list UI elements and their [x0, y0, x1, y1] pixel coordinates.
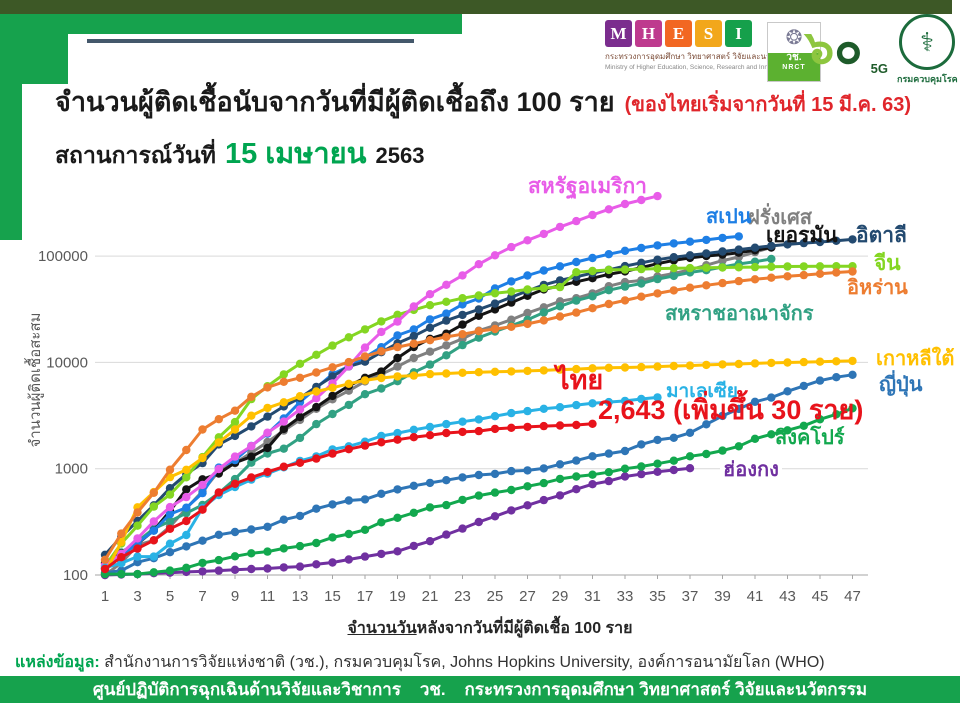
title-main: จำนวนผู้ติดเชื้อนับจากวันที่มีผู้ติดเชื้… — [55, 87, 615, 117]
green-side-strip — [0, 34, 22, 240]
svg-text:100: 100 — [63, 567, 88, 584]
mhesi-tile-e: E — [665, 20, 692, 47]
footer-banner: ศูนย์ปฏิบัติการฉุกเฉินด้านวิจัยและวิชากา… — [0, 676, 960, 703]
series-line-france — [104, 245, 772, 577]
svg-text:1: 1 — [101, 588, 109, 605]
caduceus-icon: ⚕ — [899, 14, 955, 70]
series-label-spain: สเปน — [706, 206, 752, 228]
series-label-malaysia: มาเลเซีย — [666, 381, 738, 402]
svg-text:35: 35 — [649, 588, 666, 605]
series-label-iran: อิหร่าน — [847, 277, 908, 299]
svg-text:5: 5 — [166, 588, 174, 605]
series-label-usa: สหรัฐอเมริกา — [528, 175, 647, 198]
series-line-spain — [104, 234, 739, 571]
status-prefix: สถานการณ์วันที่ — [55, 142, 216, 168]
series-line-south-korea — [103, 359, 853, 574]
series-label-france: ฝรั่งเศส — [748, 207, 812, 229]
series-label-italy: อิตาลี — [856, 224, 907, 247]
series-line-uk — [103, 257, 772, 570]
svg-text:37: 37 — [682, 588, 699, 605]
svg-text:41: 41 — [747, 588, 764, 605]
mhesi-tile-h: H — [635, 20, 662, 47]
svg-text:100000: 100000 — [38, 248, 88, 265]
nrct-logo: ❂ วช. NRCT — [767, 22, 821, 82]
sixty-anniversary-logo: ๖๐ 5G — [805, 18, 890, 80]
series-label-china: จีน — [874, 252, 901, 275]
status-date-green: 15 เมษายน — [224, 138, 367, 170]
series-line-thailand — [104, 422, 593, 571]
svg-text:1000: 1000 — [55, 461, 88, 478]
series-line-iran — [103, 270, 853, 561]
svg-text:21: 21 — [422, 588, 439, 605]
svg-text:31: 31 — [584, 588, 601, 605]
series-line-italy — [103, 237, 853, 556]
five-g-label: 5G — [870, 61, 888, 76]
svg-text:43: 43 — [779, 588, 796, 605]
mhesi-thai-name: กระทรวงการอุดมศึกษา วิทยาศาสตร์ วิจัยและ… — [605, 52, 795, 61]
svg-text:7: 7 — [198, 588, 206, 605]
mhesi-tile-s: S — [695, 20, 722, 47]
svg-text:11: 11 — [260, 588, 276, 605]
status-date-line: สถานการณ์วันที่ 15 เมษายน 2563 — [55, 130, 424, 176]
series-label-hong-kong: ฮ่องกง — [720, 459, 782, 481]
thai-digit-zero: ๐ — [834, 21, 863, 73]
series-line-malaysia — [104, 395, 658, 570]
svg-text:47: 47 — [844, 588, 861, 605]
slate-divider-line — [87, 39, 414, 43]
svg-text:27: 27 — [519, 588, 536, 605]
mhesi-tile-i: I — [725, 20, 752, 47]
top-dark-bar — [0, 0, 960, 14]
series-line-germany — [104, 246, 772, 565]
nrct-thai-abbrev: วช. — [786, 52, 802, 63]
series-line-hong-kong — [104, 466, 691, 577]
series-label-uk: สหราชอาณาจักร — [665, 303, 814, 325]
y-axis-title: จำนวนผู้ติดเชื้อสะสม — [27, 312, 44, 448]
mhesi-tile-m: M — [605, 20, 632, 47]
series-label-thailand: ไทย — [556, 365, 604, 395]
series-label-south-korea: เกาหลีใต้ — [876, 348, 955, 370]
svg-text:17: 17 — [357, 588, 374, 605]
svg-text:25: 25 — [487, 588, 504, 605]
source-text: สำนักงานการวิจัยแห่งชาติ (วช.), กรมควบคุ… — [99, 654, 825, 671]
svg-text:45: 45 — [812, 588, 829, 605]
x-axis-title-underlined: จำนวนวัน — [347, 620, 417, 637]
thailand-count-annotation: 2,643 (เพิ่มขึ้น 30 ราย) — [598, 395, 864, 425]
data-source-line: แหล่งข้อมูล: สำนักงานการวิจัยแห่งชาติ (ว… — [15, 650, 825, 675]
mhesi-english-name: Ministry of Higher Education, Science, R… — [605, 64, 789, 71]
series-label-japan: ญี่ปุ่น — [879, 374, 923, 396]
status-year: 2563 — [375, 143, 425, 168]
nrct-emblem-icon: ❂ — [785, 27, 803, 49]
series-line-singapore — [105, 406, 854, 576]
green-header-bar — [0, 14, 462, 34]
source-label: แหล่งข้อมูล: — [15, 654, 100, 671]
svg-text:39: 39 — [714, 588, 731, 605]
series-label-germany: เยอรมัน — [766, 224, 838, 247]
svg-text:19: 19 — [389, 588, 406, 605]
top-bar-notch — [952, 0, 960, 14]
ddc-name: กรมควบคุมโรค — [897, 74, 958, 84]
svg-text:9: 9 — [231, 588, 239, 605]
disease-control-dept-logo: ⚕ กรมควบคุมโรค — [897, 14, 958, 86]
page-title: จำนวนผู้ติดเชื้อนับจากวันที่มีผู้ติดเชื้… — [55, 80, 911, 123]
nrct-english-abbrev: NRCT — [782, 63, 806, 71]
series-line-usa — [104, 194, 658, 567]
svg-text:3: 3 — [133, 588, 141, 605]
title-note-red: (ของไทยเริ่มจากวันที่ 15 มี.ค. 63) — [624, 94, 912, 116]
svg-text:33: 33 — [617, 588, 634, 605]
thai-digit-six: ๖ — [805, 21, 835, 73]
svg-text:29: 29 — [552, 588, 569, 605]
series-line-japan — [104, 373, 853, 575]
series-line-china — [103, 264, 853, 568]
x-axis-title-rest: หลังจากวันที่มีผู้ติดเชื้อ 100 ราย — [416, 620, 633, 637]
svg-text:23: 23 — [454, 588, 471, 605]
svg-text:15: 15 — [324, 588, 341, 605]
x-axis-title: จำนวนวันหลังจากวันที่มีผู้ติดเชื้อ 100 ร… — [280, 616, 700, 641]
series-label-singapore: สิงคโปร์ — [775, 427, 845, 449]
svg-text:13: 13 — [292, 588, 309, 605]
svg-text:10000: 10000 — [46, 354, 88, 371]
